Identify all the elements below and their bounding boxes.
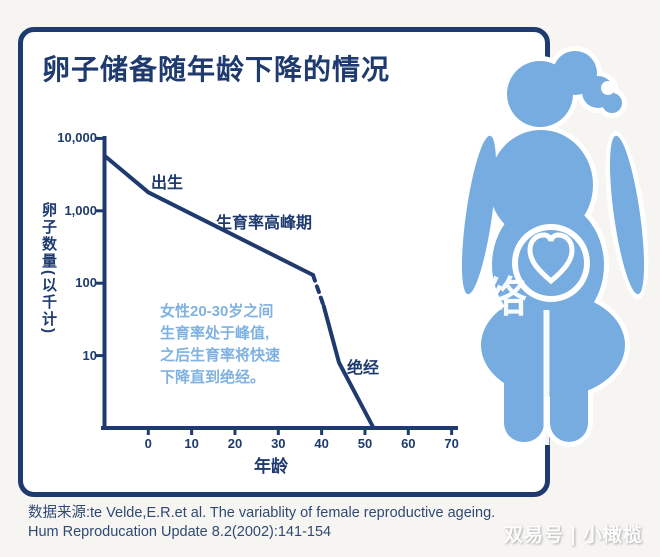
fertility-callout-text: 女性20-30岁之间 生育率处于峰值, 之后生育率将快速 下降直到绝经。 (160, 301, 280, 389)
callout-line-3: 之后生育率将快速 (160, 347, 281, 364)
x-tick-label: 20 (227, 436, 243, 451)
x-tick-label: 50 (357, 436, 373, 451)
x-tick-label: 40 (314, 436, 329, 451)
pregnant-woman-figure (457, 46, 649, 447)
watermark-bar (543, 310, 550, 445)
annotation-peak-fertility: 生育率高峰期 (216, 215, 313, 232)
y-tick-label: 10,000 (57, 130, 97, 146)
data-source-citation: 数据来源:te Velde,E.R.et al. The variablity … (28, 504, 495, 542)
x-tick-label: 0 (144, 436, 152, 451)
figure-right-leg (550, 330, 588, 442)
x-tick-label: 70 (444, 436, 459, 451)
watermark-character: 络 (485, 274, 528, 321)
womb-circle (512, 224, 590, 302)
source-line-2: Hum Reproducation Update 8.2(2002):141-1… (28, 524, 332, 540)
source-line-1: 数据来源:te Velde,E.R.et al. The variablity … (28, 505, 496, 521)
annotation-menopause: 绝经 (347, 360, 380, 377)
x-tick-label: 60 (401, 436, 416, 451)
callout-line-4: 下降直到绝经。 (160, 369, 266, 386)
annotation-birth: 出生 (151, 175, 184, 192)
author-watermark: 双易号 | 小橄榄 (504, 525, 643, 546)
figure-right-arm (609, 135, 645, 295)
figure-left-leg (504, 330, 544, 442)
callout-line-1: 女性20-30岁之间 (160, 303, 274, 320)
x-axis-title: 年龄 (254, 457, 288, 476)
figure-left-arm (461, 135, 497, 295)
y-tick-label: 100 (75, 275, 97, 291)
y-tick-label: 1,000 (64, 202, 97, 218)
y-tick-label: 10 (82, 347, 97, 363)
x-tick-label: 10 (184, 436, 199, 451)
callout-line-2: 生育率处于峰值, (160, 325, 270, 342)
x-tick-label: 30 (271, 436, 286, 451)
heart-icon (527, 232, 575, 285)
page-title: 卵子储备随年龄下降的情况 (42, 54, 391, 85)
hair-curl-cut (601, 81, 615, 95)
y-axis-title: 卵子数量(以千计) (40, 202, 57, 335)
